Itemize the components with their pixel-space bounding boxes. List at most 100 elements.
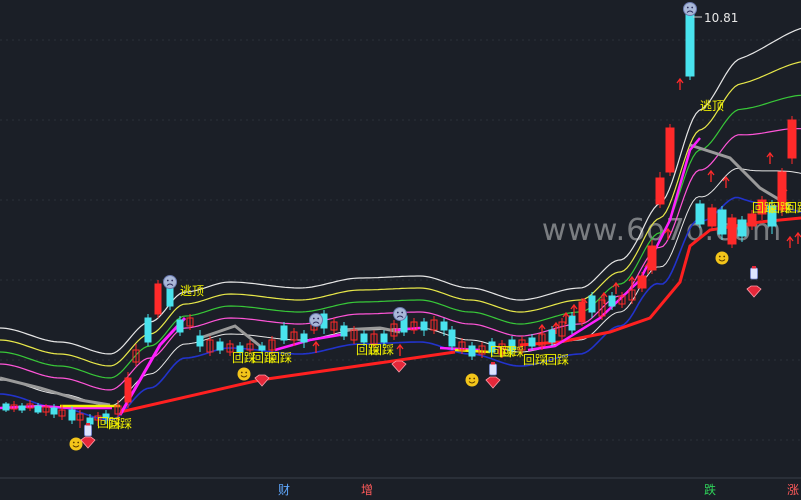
candle-down (360, 333, 368, 343)
candle-up (94, 415, 102, 421)
up-arrow-icon (766, 151, 774, 164)
candle-up (558, 321, 566, 337)
candle-up (757, 199, 767, 215)
candle-up (330, 321, 338, 331)
sad-face-icon (163, 275, 177, 289)
candle-up (647, 245, 657, 271)
sad-face-icon (393, 307, 407, 321)
candle-up (410, 321, 418, 331)
candle-down (144, 317, 152, 343)
candle-down (2, 403, 10, 411)
candle-down (196, 335, 204, 347)
candle-down (440, 321, 448, 331)
candle-up (58, 409, 66, 417)
candle-down (568, 315, 576, 331)
up-arrow-icon (644, 261, 652, 274)
bottom-marker-3: 跌 (704, 482, 716, 497)
bottle-icon (750, 266, 758, 280)
escape-top-label: 逃顶 (180, 284, 204, 298)
pullback-label: 回踩 (108, 417, 132, 431)
pullback-label: 回踩 (370, 343, 394, 357)
candle-down (18, 405, 26, 411)
bottom-marker-4: 涨 (787, 482, 799, 497)
candle-up (350, 329, 358, 341)
max-price-label: 10.81 (704, 11, 738, 25)
bottom-marker-1: 财 (278, 483, 290, 497)
candle-up (290, 331, 298, 341)
candle-down (695, 203, 705, 225)
up-arrow-icon (396, 343, 404, 356)
candle-up (478, 345, 486, 355)
up-arrow-icon (552, 321, 560, 334)
pullback-label: 回踩 (785, 201, 801, 215)
up-arrow-icon (312, 340, 320, 353)
candle-up (628, 289, 636, 301)
bottle-icon (489, 362, 497, 376)
pullback-label: 回踩 (252, 351, 276, 365)
candle-up (598, 299, 606, 317)
smiley-face-icon (715, 251, 729, 265)
candle-up (124, 377, 132, 403)
candle-up (114, 405, 122, 415)
candle-up (747, 213, 757, 227)
candle-up (132, 349, 140, 363)
candle-down (68, 409, 76, 421)
band-navy (0, 196, 801, 421)
pullback-label: 回踩 (356, 343, 380, 357)
candle-up (370, 333, 378, 345)
up-arrow-icon (722, 175, 730, 188)
candle-up (430, 319, 438, 331)
candle-up (154, 283, 162, 315)
pullback-label: 回踩 (523, 353, 547, 367)
candle-down (50, 407, 58, 415)
candle-up (707, 207, 717, 227)
candle-down (380, 333, 388, 343)
pullback-label: 回踩 (545, 353, 569, 367)
candle-up (26, 403, 34, 409)
red-diamond-icon (254, 374, 270, 387)
candle-down (608, 295, 616, 307)
smiley-face-icon (465, 373, 479, 387)
candle-up (42, 406, 50, 413)
candle-up (787, 119, 797, 159)
candle-down (420, 321, 428, 331)
candle-up (186, 317, 194, 327)
candle-down (737, 219, 747, 237)
up-arrow-icon (628, 275, 636, 288)
candle-up (390, 323, 398, 337)
candle-up (727, 217, 737, 245)
candle-down (767, 205, 777, 227)
candle-up (76, 413, 84, 421)
candle-down (488, 341, 496, 353)
up-arrow-icon (794, 231, 801, 244)
smiley-face-icon (69, 437, 83, 451)
candle-up (777, 171, 787, 211)
sad-face-icon (309, 313, 323, 327)
candle-up (206, 339, 214, 353)
candle-down (280, 325, 288, 341)
up-arrow-icon (562, 311, 570, 324)
candle-up (246, 343, 254, 351)
smiley-face-icon (237, 367, 251, 381)
red-diamond-icon (391, 360, 407, 373)
pullback-label: 回踩 (500, 345, 524, 359)
candle-down (448, 329, 456, 347)
bottom-marker-2: 增 (361, 483, 373, 497)
pullback-label: 回踩 (232, 351, 256, 365)
candles (2, 8, 797, 430)
candle-up (637, 275, 647, 289)
up-arrow-icon (612, 281, 620, 294)
up-arrow-icon (570, 303, 578, 316)
trend-magenta (0, 137, 701, 410)
candle-down (102, 413, 110, 419)
candle-up (268, 339, 276, 351)
signal-icons (69, 2, 801, 451)
up-arrow-icon (664, 227, 672, 240)
pullback-label: 回踩 (268, 351, 292, 365)
up-arrow-icon (786, 235, 794, 248)
up-arrow-icon (780, 185, 788, 198)
candle-down (340, 325, 348, 337)
candle-up (618, 295, 626, 305)
